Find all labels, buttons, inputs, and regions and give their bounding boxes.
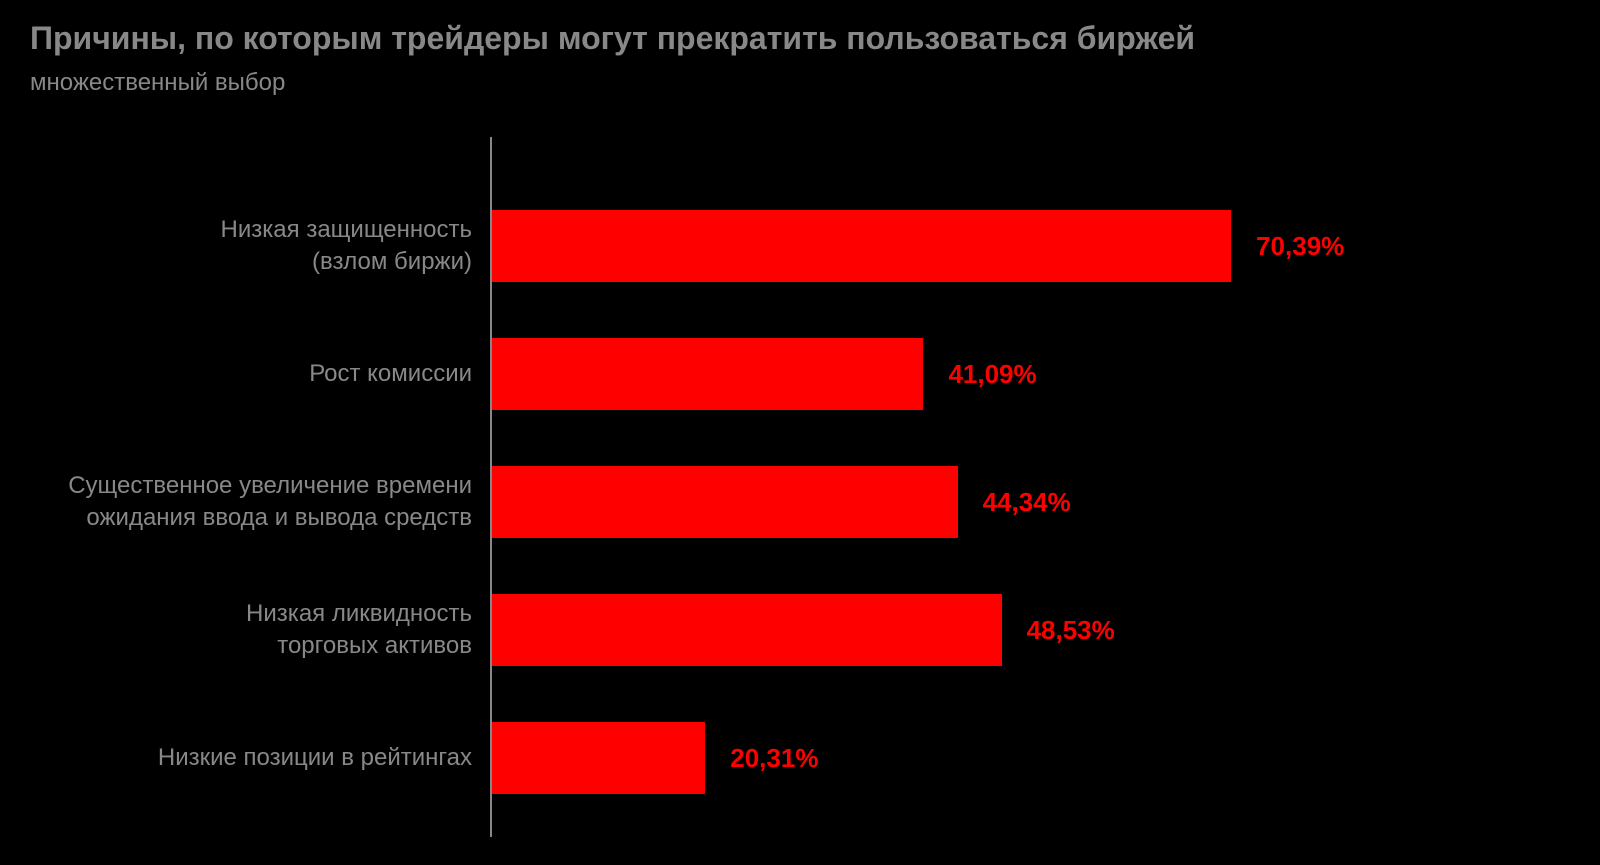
bar-row: 44,34% bbox=[492, 438, 1570, 566]
category-label: Низкие позиции в рейтингах bbox=[30, 694, 490, 822]
bar-row: 48,53% bbox=[492, 566, 1570, 694]
bar-row: 20,31% bbox=[492, 694, 1570, 822]
bar-row: 70,39% bbox=[492, 182, 1570, 310]
bar bbox=[492, 338, 923, 410]
labels-column: Низкая защищенность(взлом биржи) Рост ком… bbox=[30, 137, 490, 837]
bar bbox=[492, 722, 705, 794]
value-label: 48,53% bbox=[1027, 615, 1115, 646]
category-label: Низкая ликвидностьторговых активов bbox=[30, 566, 490, 694]
category-label: Существенное увеличение времениожидания … bbox=[30, 438, 490, 566]
chart-title: Причины, по которым трейдеры могут прекр… bbox=[30, 20, 1570, 57]
bar bbox=[492, 594, 1002, 666]
category-label: Низкая защищенность(взлом биржи) bbox=[30, 182, 490, 310]
category-label: Рост комиссии bbox=[30, 310, 490, 438]
chart-area: Низкая защищенность(взлом биржи) Рост ком… bbox=[30, 137, 1570, 837]
value-label: 41,09% bbox=[948, 359, 1036, 390]
chart-container: Причины, по которым трейдеры могут прекр… bbox=[30, 20, 1570, 845]
value-label: 20,31% bbox=[730, 743, 818, 774]
category-label-text: Низкие позиции в рейтингах bbox=[158, 742, 472, 774]
category-label-text: Низкая защищенность(взлом биржи) bbox=[221, 214, 472, 279]
category-label-text: Низкая ликвидностьторговых активов bbox=[246, 598, 472, 663]
bar-row: 41,09% bbox=[492, 310, 1570, 438]
bar bbox=[492, 210, 1231, 282]
bar bbox=[492, 466, 958, 538]
value-label: 44,34% bbox=[983, 487, 1071, 518]
category-label-text: Существенное увеличение времениожидания … bbox=[68, 470, 472, 535]
bars-column: 70,39% 41,09% 44,34% 48,53% 20,31% bbox=[490, 137, 1570, 837]
chart-subtitle: множественный выбор bbox=[30, 69, 1570, 97]
value-label: 70,39% bbox=[1256, 231, 1344, 262]
category-label-text: Рост комиссии bbox=[309, 358, 472, 390]
